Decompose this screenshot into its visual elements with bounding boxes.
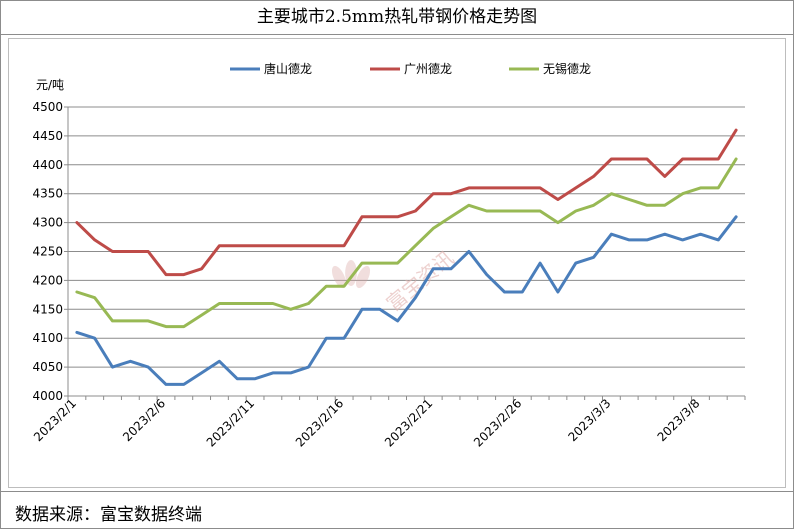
x-tick-label: 2023/2/11 — [204, 396, 257, 449]
y-tick-label: 4000 — [32, 389, 63, 403]
legend-label: 广州德龙 — [404, 61, 452, 76]
data-source-text: 数据来源：富宝数据终端 — [15, 505, 202, 525]
x-tick-label: 2023/2/16 — [293, 396, 346, 449]
y-tick-label: 4400 — [32, 158, 63, 172]
page-title: 主要城市2.5mm热轧带钢价格走势图 — [1, 1, 793, 35]
chart-area: 4000 4050 4100 4150 4200 4250 4300 4350 4400 4450… — [8, 38, 786, 488]
x-tick-label: 2023/2/21 — [382, 396, 435, 449]
watermark-petal — [355, 265, 371, 289]
y-tick-label: 4100 — [32, 331, 63, 345]
y-tick-label: 4500 — [32, 100, 63, 114]
legend-label: 无锡德龙 — [543, 61, 591, 76]
series-line-3 — [75, 157, 738, 329]
x-tick-label: 2023/3/8 — [655, 396, 703, 444]
series-line-2 — [75, 128, 738, 277]
y-tick-label: 4050 — [32, 360, 63, 374]
y-axis-unit-label: 元/吨 — [36, 78, 64, 92]
y-tick-label: 4150 — [32, 302, 63, 316]
watermark-petal — [331, 265, 347, 289]
legend-label: 唐山德龙 — [264, 61, 312, 76]
x-tick-label: 2023/3/3 — [565, 396, 613, 444]
x-tick-label: 2023/2/1 — [31, 396, 79, 444]
y-tick-label: 4450 — [32, 129, 63, 143]
x-tick-label: 2023/2/26 — [471, 396, 524, 449]
price-line-chart: 4000 4050 4100 4150 4200 4250 4300 4350 4400 4450… — [31, 61, 746, 450]
x-tick-label: 2023/2/6 — [120, 396, 168, 444]
y-tick-label: 4200 — [32, 273, 63, 287]
y-tick-label: 4350 — [32, 187, 63, 201]
footer: 数据来源：富宝数据终端 — [1, 491, 793, 529]
y-tick-label: 4250 — [32, 245, 63, 259]
y-tick-label: 4300 — [32, 216, 63, 230]
series-line-1 — [75, 215, 738, 386]
